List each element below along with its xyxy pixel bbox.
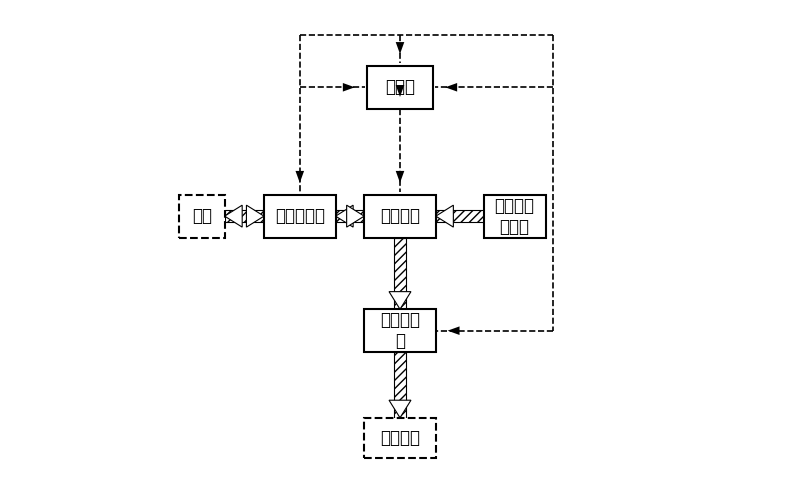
Text: 监控器: 监控器	[385, 78, 415, 96]
Bar	[394, 352, 406, 418]
FancyArrow shape	[335, 205, 353, 227]
Bar	[436, 210, 483, 222]
FancyArrow shape	[396, 85, 404, 97]
FancyBboxPatch shape	[364, 195, 436, 238]
FancyArrow shape	[225, 205, 242, 227]
Bar	[335, 210, 364, 222]
FancyArrow shape	[343, 83, 354, 92]
Bar	[225, 210, 264, 222]
Text: 家用电器: 家用电器	[380, 429, 420, 447]
Text: 电网: 电网	[192, 207, 212, 225]
Text: 储能装置: 储能装置	[380, 207, 420, 225]
Bar	[394, 238, 406, 309]
FancyArrow shape	[446, 83, 457, 92]
FancyArrow shape	[295, 171, 304, 183]
FancyBboxPatch shape	[364, 309, 436, 352]
FancyBboxPatch shape	[366, 66, 434, 109]
FancyArrow shape	[396, 171, 404, 183]
FancyBboxPatch shape	[179, 195, 225, 238]
FancyBboxPatch shape	[364, 418, 436, 458]
FancyArrow shape	[436, 205, 454, 227]
Text: 并网逆变器: 并网逆变器	[274, 207, 325, 225]
FancyArrow shape	[448, 326, 459, 335]
Text: 离网逆变
器: 离网逆变 器	[380, 311, 420, 350]
FancyArrow shape	[246, 205, 264, 227]
FancyArrow shape	[389, 292, 411, 309]
FancyArrow shape	[389, 400, 411, 418]
FancyBboxPatch shape	[264, 195, 335, 238]
FancyArrow shape	[396, 42, 404, 54]
Text: 新能源发
电模块: 新能源发 电模块	[494, 197, 534, 236]
FancyBboxPatch shape	[483, 195, 546, 238]
FancyArrow shape	[346, 205, 364, 227]
